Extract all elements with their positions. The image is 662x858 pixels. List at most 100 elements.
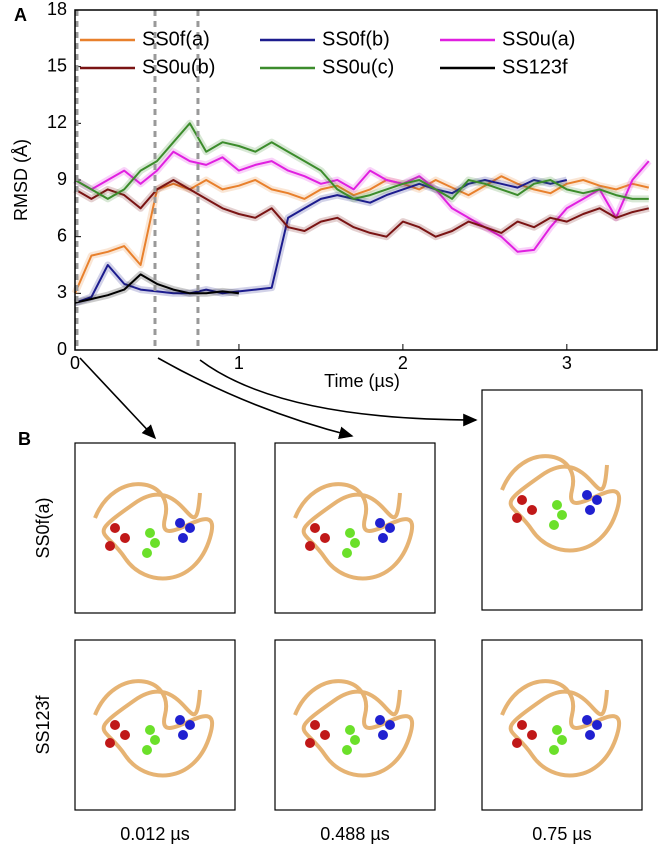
y-tick-label: 18 xyxy=(47,0,67,19)
atom xyxy=(120,730,130,740)
atom xyxy=(105,738,115,748)
y-tick-label: 6 xyxy=(57,225,67,245)
atom xyxy=(142,745,152,755)
atom xyxy=(517,720,527,730)
atom xyxy=(375,518,385,528)
backbone xyxy=(500,454,621,553)
atom xyxy=(557,510,567,520)
atom xyxy=(517,495,527,505)
atom xyxy=(350,735,360,745)
structure-box xyxy=(481,639,643,811)
atom xyxy=(549,745,559,755)
atom xyxy=(178,533,188,543)
atom xyxy=(512,513,522,523)
atom xyxy=(142,548,152,558)
x-axis-label: Time (µs) xyxy=(324,371,400,391)
arrows xyxy=(79,357,478,440)
row-label: SS0f(a) xyxy=(33,497,53,558)
y-tick-label: 0 xyxy=(57,339,67,359)
atom xyxy=(305,541,315,551)
series-line xyxy=(74,175,650,294)
legend-label: SS0f(b) xyxy=(322,28,390,50)
atom xyxy=(185,523,195,533)
atom xyxy=(320,730,330,740)
legend-label: SS0u(c) xyxy=(322,56,394,78)
atom xyxy=(592,720,602,730)
series-line xyxy=(74,273,240,304)
atom xyxy=(549,520,559,530)
structure-box xyxy=(74,639,236,811)
atom xyxy=(585,730,595,740)
backbone xyxy=(93,482,214,581)
atom xyxy=(320,533,330,543)
atom xyxy=(150,538,160,548)
atom xyxy=(552,500,562,510)
x-tick-label: 2 xyxy=(398,353,408,373)
atom xyxy=(552,725,562,735)
legend-label: SS0u(b) xyxy=(142,56,215,78)
panel-label: A xyxy=(14,5,27,25)
atom xyxy=(375,715,385,725)
time-label: 0.75 µs xyxy=(532,824,591,844)
atom xyxy=(305,738,315,748)
time-label: 0.488 µs xyxy=(320,824,389,844)
atom xyxy=(185,720,195,730)
legend-label: SS123f xyxy=(502,56,568,78)
atom xyxy=(145,528,155,538)
backbone xyxy=(93,679,214,778)
atom xyxy=(175,715,185,725)
atom xyxy=(310,720,320,730)
atom xyxy=(557,735,567,745)
atom xyxy=(385,523,395,533)
structure-box xyxy=(274,442,436,614)
atom xyxy=(110,523,120,533)
legend-label: SS0u(a) xyxy=(502,28,575,50)
y-tick-label: 3 xyxy=(57,282,67,302)
structure-box xyxy=(274,639,436,811)
atom xyxy=(110,720,120,730)
panel-label: B xyxy=(18,429,31,449)
atom xyxy=(378,533,388,543)
atom xyxy=(350,538,360,548)
atom xyxy=(385,720,395,730)
structures xyxy=(74,389,643,811)
atom xyxy=(120,533,130,543)
legend-label: SS0f(a) xyxy=(142,28,210,50)
series-line xyxy=(74,179,650,238)
row-label: SS123f xyxy=(33,694,53,754)
x-tick-label: 1 xyxy=(234,353,244,373)
atom xyxy=(345,528,355,538)
atom xyxy=(175,518,185,528)
backbone xyxy=(293,482,414,581)
atom xyxy=(342,745,352,755)
atom xyxy=(178,730,188,740)
series-line xyxy=(74,179,568,304)
y-axis-label: RMSD (Å) xyxy=(11,139,31,221)
backbone xyxy=(500,679,621,778)
atom xyxy=(150,735,160,745)
atom xyxy=(105,541,115,551)
y-tick-label: 15 xyxy=(47,55,67,75)
atom xyxy=(145,725,155,735)
atom xyxy=(582,490,592,500)
y-tick-label: 9 xyxy=(57,169,67,189)
x-tick-label: 0 xyxy=(70,353,80,373)
atom xyxy=(310,523,320,533)
time-label: 0.012 µs xyxy=(120,824,189,844)
series-line xyxy=(74,122,649,200)
atom xyxy=(378,730,388,740)
y-tick-label: 12 xyxy=(47,112,67,132)
series-line xyxy=(74,150,650,253)
atom xyxy=(527,730,537,740)
plot-frame xyxy=(74,9,658,351)
backbone xyxy=(293,679,414,778)
structure-box xyxy=(481,389,643,611)
atom xyxy=(585,505,595,515)
atom xyxy=(342,548,352,558)
atom xyxy=(345,725,355,735)
x-tick-label: 3 xyxy=(562,353,572,373)
structure-box xyxy=(74,442,236,614)
atom xyxy=(592,495,602,505)
atom xyxy=(582,715,592,725)
